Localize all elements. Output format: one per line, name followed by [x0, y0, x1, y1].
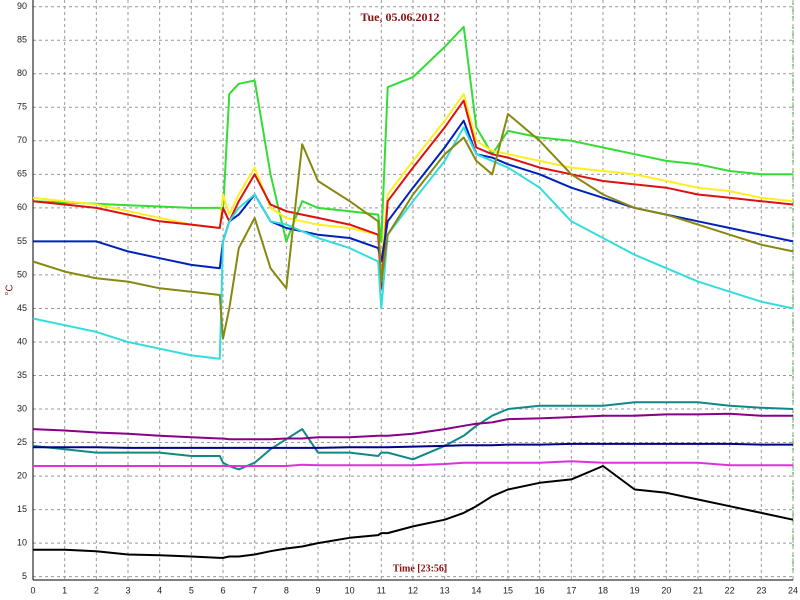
y-tick-label: 55	[17, 236, 27, 246]
series-line	[32, 25, 793, 243]
y-tick-label: 25	[17, 437, 27, 447]
x-tick-label: 18	[598, 585, 608, 595]
x-tick-label: 11	[377, 585, 386, 595]
x-tick-label: 4	[157, 585, 162, 595]
x-tick-label: 3	[125, 585, 130, 595]
x-tick-label: 7	[252, 585, 257, 595]
x-tick-label: 20	[661, 585, 671, 595]
x-tick-label: 16	[535, 585, 545, 595]
x-tick-label: 10	[345, 585, 355, 595]
y-tick-label: 5	[22, 571, 27, 581]
series-line	[32, 401, 794, 471]
x-tick-label: 8	[284, 585, 289, 595]
x-tick-label: 1	[62, 585, 67, 595]
x-tick-label: 24	[788, 585, 798, 595]
y-tick-label: 80	[17, 68, 27, 78]
x-tick-label: 2	[94, 585, 99, 595]
y-tick-label: 15	[17, 504, 27, 514]
y-tick-label: 70	[17, 135, 27, 145]
y-axis-label: °C	[5, 284, 16, 295]
series-line	[33, 460, 793, 467]
y-tick-label: 60	[17, 202, 27, 212]
series-line	[33, 465, 794, 559]
y-tick-label: 45	[17, 303, 27, 313]
x-tick-label: 6	[220, 585, 225, 595]
y-tick-label: 30	[17, 403, 27, 413]
x-tick-label: 22	[725, 585, 735, 595]
series-line	[32, 126, 794, 360]
series-line	[32, 113, 794, 340]
x-tick-label: 21	[693, 585, 703, 595]
x-tick-label: 15	[503, 585, 513, 595]
x-tick-label: 9	[315, 585, 320, 595]
x-axis-label: Time [23:56]	[393, 563, 448, 574]
x-tick-label: 14	[471, 585, 481, 595]
x-tick-label: 5	[189, 585, 194, 595]
series-line	[32, 412, 793, 441]
x-tick-label: 0	[30, 585, 35, 595]
y-tick-label: 85	[17, 35, 27, 45]
y-tick-label: 50	[17, 269, 27, 279]
y-tick-label: 10	[17, 537, 27, 547]
x-tick-label: 12	[408, 585, 418, 595]
x-tick-label: 17	[566, 585, 576, 595]
y-tick-label: 65	[17, 169, 27, 179]
y-tick-label: 90	[17, 1, 27, 11]
series-line	[33, 442, 793, 449]
x-tick-label: 23	[756, 585, 766, 595]
chart-title: Tue, 05.06.2012	[361, 10, 440, 24]
y-tick-label: 40	[17, 336, 27, 346]
y-tick-label: 75	[17, 102, 27, 112]
x-tick-label: 19	[630, 585, 640, 595]
y-tick-label: 20	[17, 470, 27, 480]
x-tick-label: 13	[440, 585, 450, 595]
y-tick-label: 35	[17, 370, 27, 380]
